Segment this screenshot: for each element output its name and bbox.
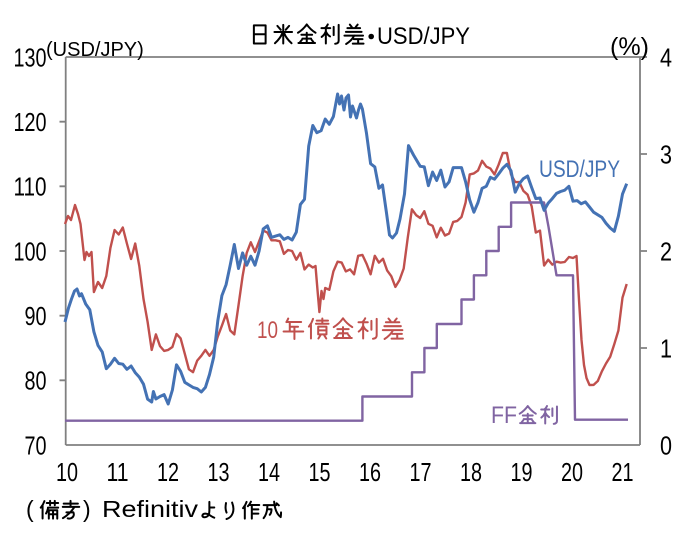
svg-text:): ) (83, 496, 91, 522)
svg-text:16: 16 (359, 457, 381, 487)
svg-text:80: 80 (25, 366, 47, 396)
svg-text:USD/JPY: USD/JPY (377, 23, 470, 50)
svg-text:70: 70 (25, 430, 47, 460)
svg-text:19: 19 (511, 457, 533, 487)
svg-text:(: ( (26, 496, 34, 522)
svg-text:4: 4 (660, 42, 672, 72)
svg-text:2: 2 (660, 236, 672, 266)
svg-text:110: 110 (14, 172, 47, 202)
svg-text:13: 13 (208, 457, 230, 487)
svg-text:0: 0 (660, 430, 672, 460)
svg-text:10: 10 (56, 457, 78, 487)
svg-text:130: 130 (14, 42, 47, 72)
svg-text:11: 11 (107, 457, 129, 487)
svg-text:Refinitiv: Refinitiv (102, 496, 199, 522)
svg-text:21: 21 (612, 457, 634, 487)
svg-text:20: 20 (561, 457, 583, 487)
svg-text:10: 10 (257, 317, 278, 344)
svg-text:15: 15 (309, 457, 331, 487)
svg-text:FF: FF (491, 402, 517, 429)
svg-text:90: 90 (25, 301, 47, 331)
svg-text:1: 1 (660, 333, 672, 363)
svg-text:12: 12 (157, 457, 179, 487)
svg-text:3: 3 (660, 139, 672, 169)
svg-text:(USD/JPY): (USD/JPY) (46, 39, 144, 61)
svg-text:(%): (%) (610, 33, 649, 61)
svg-text:18: 18 (460, 457, 482, 487)
svg-text:17: 17 (410, 457, 432, 487)
svg-text:14: 14 (258, 457, 280, 487)
svg-text:100: 100 (14, 236, 47, 266)
svg-text:120: 120 (14, 107, 47, 137)
svg-text:USD/JPY: USD/JPY (539, 156, 620, 183)
